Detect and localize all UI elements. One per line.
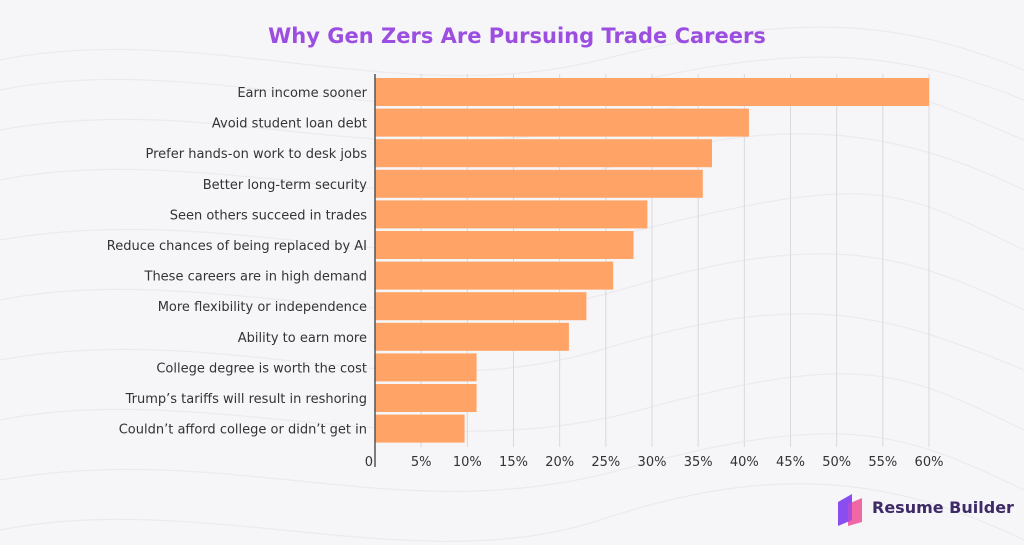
bar <box>375 261 614 290</box>
x-tick-label: 55% <box>868 455 897 470</box>
x-tick-label: 10% <box>453 455 482 470</box>
x-tick-label: 15% <box>499 455 528 470</box>
x-tick-label: 50% <box>822 455 851 470</box>
x-tick-label: 45% <box>776 455 805 470</box>
category-label: Better long-term security <box>203 178 368 193</box>
category-label: Prefer hands-on work to desk jobs <box>146 147 368 162</box>
category-label: Ability to earn more <box>238 331 367 346</box>
x-tick-label: 30% <box>638 455 667 470</box>
bar <box>375 322 569 351</box>
x-tick-label: 60% <box>915 455 944 470</box>
category-label: Couldn’t afford college or didn’t get in <box>119 423 367 438</box>
category-label: More flexibility or independence <box>158 300 367 315</box>
x-tick-label: 25% <box>591 455 620 470</box>
category-label: These careers are in high demand <box>144 270 368 285</box>
bar <box>375 231 634 259</box>
bar <box>375 78 929 106</box>
bar <box>375 108 749 137</box>
brand-name: Resume Builder <box>872 498 1014 517</box>
resume-builder-logo-icon <box>838 494 862 526</box>
category-label: College degree is worth the cost <box>156 361 367 376</box>
category-label: Trump’s tariffs will result in reshoring <box>125 392 367 407</box>
x-tick-label: 0 <box>365 455 373 470</box>
bar <box>375 200 648 229</box>
category-label: Earn income sooner <box>237 86 367 101</box>
bar <box>375 169 703 198</box>
bar <box>375 292 587 321</box>
chart-title: Why Gen Zers Are Pursuing Trade Careers <box>268 24 766 48</box>
x-tick-label: 40% <box>730 455 759 470</box>
bar <box>375 139 713 168</box>
category-label: Seen others succeed in trades <box>170 208 367 223</box>
bar <box>375 384 477 412</box>
x-tick-label: 5% <box>411 455 432 470</box>
category-label: Reduce chances of being replaced by AI <box>107 239 367 254</box>
bar <box>375 414 465 443</box>
bar <box>375 353 477 382</box>
category-label: Avoid student loan debt <box>212 117 367 132</box>
x-tick-label: 20% <box>545 455 574 470</box>
x-tick-label: 35% <box>684 455 713 470</box>
